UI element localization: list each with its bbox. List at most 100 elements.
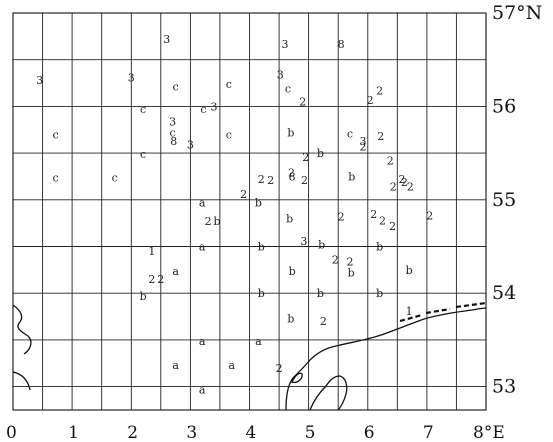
zone-marker: b [348,267,355,280]
zone-marker: c [173,81,179,94]
zone-marker: a [199,197,206,210]
zone-marker: 2 [379,214,386,227]
zone-marker: c [285,83,291,96]
zone-marker: 2 [426,210,433,223]
zone-marker: 2 [240,188,247,201]
zone-marker: 2 [347,255,354,268]
longitude-label: 8°E [473,423,505,442]
map-frame [12,12,487,411]
zone-marker: c [112,171,118,184]
zone-marker: 3 [282,38,289,51]
zone-marker: c [347,127,353,140]
zone-marker: 3 [187,139,194,152]
zone-marker: 8 [338,38,345,51]
zone-marker: 2 [276,362,283,375]
coastline [12,301,487,411]
latitude-label: 57°N [492,2,542,24]
zone-marker: 2 [367,94,374,107]
zone-marker: c [170,127,176,140]
zone-marker: 2 [205,215,212,228]
zone-marker: 2 [407,181,414,194]
zone-marker: 2 [377,130,384,143]
zone-marker: 2 [360,141,367,154]
zone-marker: b [376,287,383,300]
zone-marker: b [140,290,147,303]
zone-marker: 2 [288,167,295,180]
longitude-label: 6 [364,423,375,442]
longitude-label: 5 [305,423,316,442]
zone-marker: 2 [401,176,408,189]
zuiderzee-coast [309,375,348,411]
longitude-label: 3 [186,423,197,442]
zone-marker: b [255,197,262,210]
zone-marker: a [172,359,179,372]
zone-marker: c [140,103,146,116]
zone-marker: b [213,215,220,228]
zone-marker: c [226,128,232,141]
zone-marker: a [199,335,206,348]
zone-marker: c [226,78,232,91]
latitude-label: 53 [492,376,516,398]
zone-marker: b [317,147,324,160]
zone-marker: b [289,265,296,278]
longitude-labels: 0 1 2 3 4 5 6 7 8°E [6,423,505,442]
longitude-label: 1 [68,423,79,442]
longitude-label: 4 [246,423,257,442]
zone-marker: 2 [320,315,327,328]
zone-marker: 3 [163,33,170,46]
zone-marker: 2 [376,85,383,98]
zone-marker: 2 [332,254,339,267]
zone-marker: b [286,212,293,225]
zone-marker: 3 [300,235,307,248]
zone-marker: b [287,127,294,140]
zone-marker: a [255,335,262,348]
england-coast-east [12,371,31,391]
zone-marker: 3 [211,100,218,113]
zone-marker: a [172,265,179,278]
zone-marker: 8 [170,135,177,148]
texel [291,372,303,384]
zone-marker: 3 [36,74,43,87]
longitude-label: 0 [6,423,17,442]
zone-marker: 3 [128,71,135,84]
zone-marker: 2 [157,273,164,286]
zone-marker: 2 [299,96,306,109]
zone-marker: b [376,241,383,254]
zone-marker: c [53,128,59,141]
zone-marker: 2 [370,208,377,221]
zone-marker: 2 [302,151,309,164]
zone-marker: b [258,287,265,300]
lat-lon-grid [13,13,486,410]
zone-marker: b [287,312,294,325]
zone-marker: b [348,170,355,183]
zone-marker: 2 [267,174,274,187]
latitude-label: 56 [492,95,516,117]
latitude-labels: 57°N 56 55 54 53 [492,2,542,398]
frisian-islands [399,301,487,323]
zone-marker: 2 [390,181,397,194]
latitude-label: 55 [492,189,516,211]
zone-marker: 1 [148,245,155,258]
zone-marker: c [200,103,206,116]
zone-marker: c [53,171,59,184]
zone-marker: b [317,287,324,300]
zone-marker: 2 [258,173,265,186]
zone-marker: 3 [277,69,284,82]
latitude-label: 54 [492,282,516,304]
zone-marker: 2 [338,211,345,224]
zone-marker: b [406,264,413,277]
zone-marker: 2 [389,220,396,233]
zone-marker: a [199,383,206,396]
zone-marker: 2 [399,173,406,186]
zone-marker: 3 [360,135,367,148]
zone-marker: a [199,241,206,254]
longitude-label: 2 [127,423,138,442]
longitude-label: 7 [423,423,434,442]
zone-marker: b [258,241,265,254]
zone-marker: a [229,359,236,372]
zone-marker: 2 [301,174,308,187]
zone-marker: 2 [387,155,394,168]
england-coast-north [12,304,32,355]
zone-marker: 3 [169,115,176,128]
